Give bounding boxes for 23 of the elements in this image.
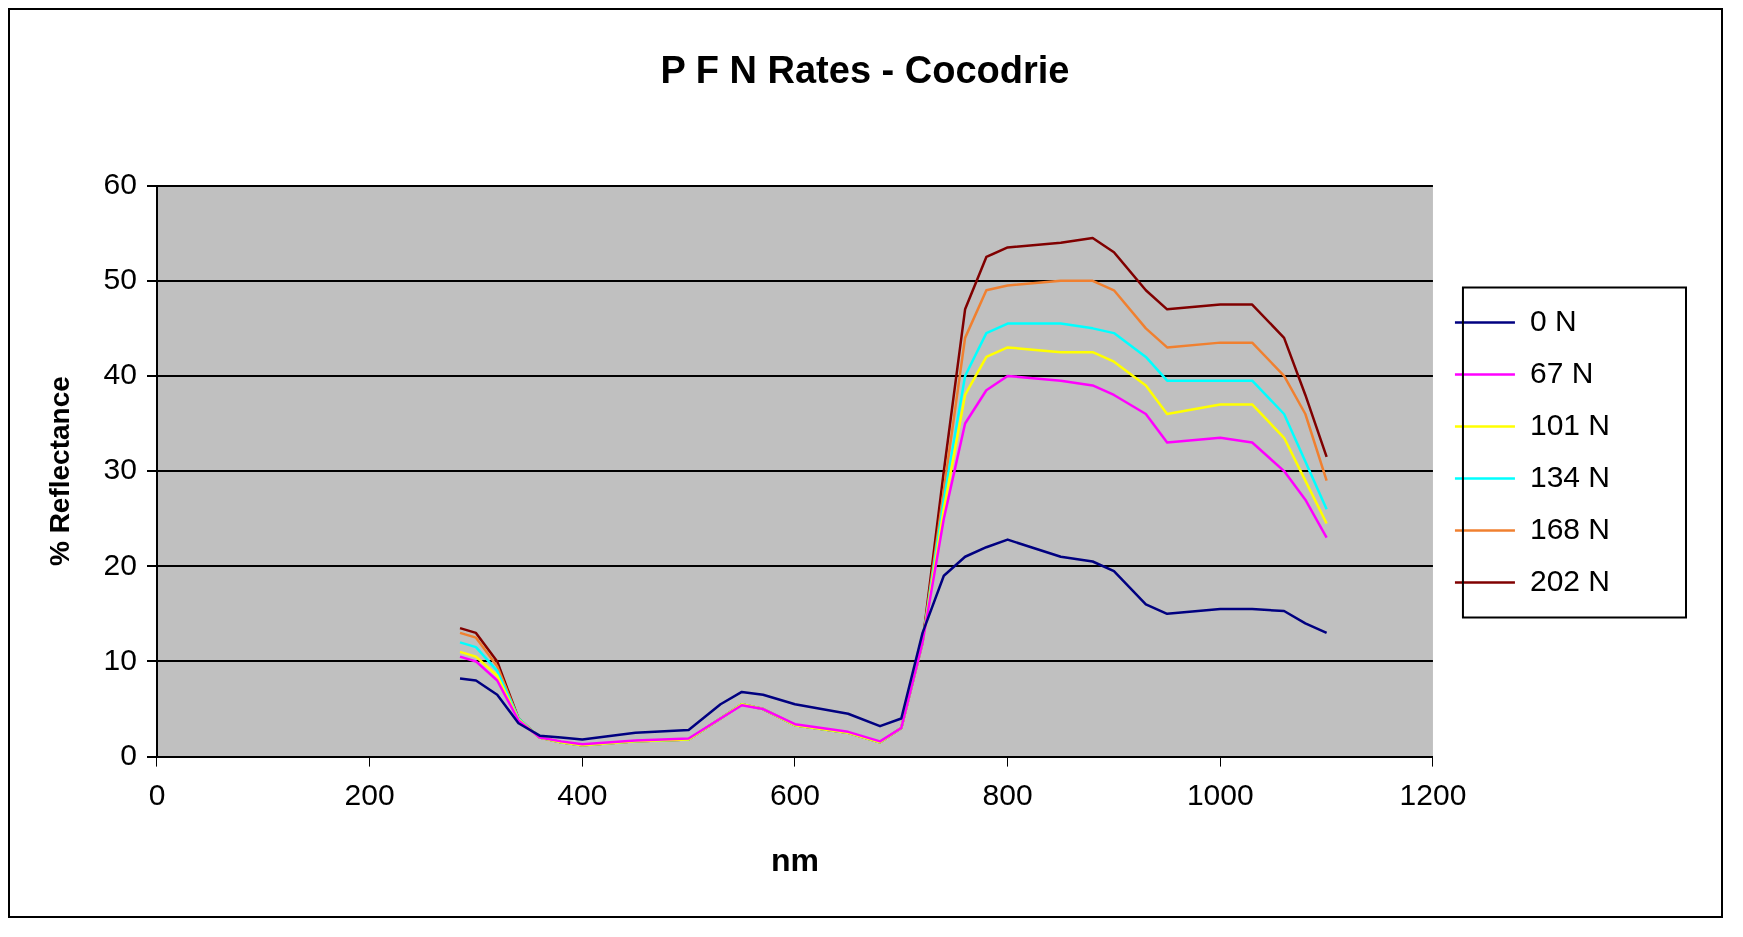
y-tick-label: 20 — [103, 547, 137, 581]
y-axis-title: % Reflectance — [43, 376, 75, 567]
y-tick-label: 40 — [103, 357, 137, 391]
chart-title: P F N Rates - Cocodrie — [660, 49, 1070, 92]
legend-label: 134 N — [1529, 459, 1611, 493]
x-tick-label: 400 — [557, 777, 608, 811]
legend-label: 101 N — [1529, 407, 1611, 441]
x-tick-label: 1000 — [1186, 777, 1254, 811]
y-tick-label: 10 — [103, 642, 137, 676]
x-tick-label: 800 — [982, 777, 1033, 811]
x-tick-label: 600 — [769, 777, 820, 811]
x-tick-label: 200 — [344, 777, 395, 811]
y-tick-label: 30 — [103, 452, 137, 486]
legend-label: 67 N — [1529, 355, 1594, 389]
legend-label: 202 N — [1529, 563, 1611, 597]
y-tick-label: 0 — [120, 737, 137, 771]
x-tick-label: 1200 — [1399, 777, 1467, 811]
y-tick-label: 50 — [103, 262, 137, 296]
x-axis-title: nm — [770, 841, 819, 878]
legend-label: 168 N — [1529, 511, 1611, 545]
legend-label: 0 N — [1529, 303, 1577, 337]
y-tick-label: 60 — [103, 166, 137, 200]
x-tick-label: 0 — [148, 777, 166, 811]
